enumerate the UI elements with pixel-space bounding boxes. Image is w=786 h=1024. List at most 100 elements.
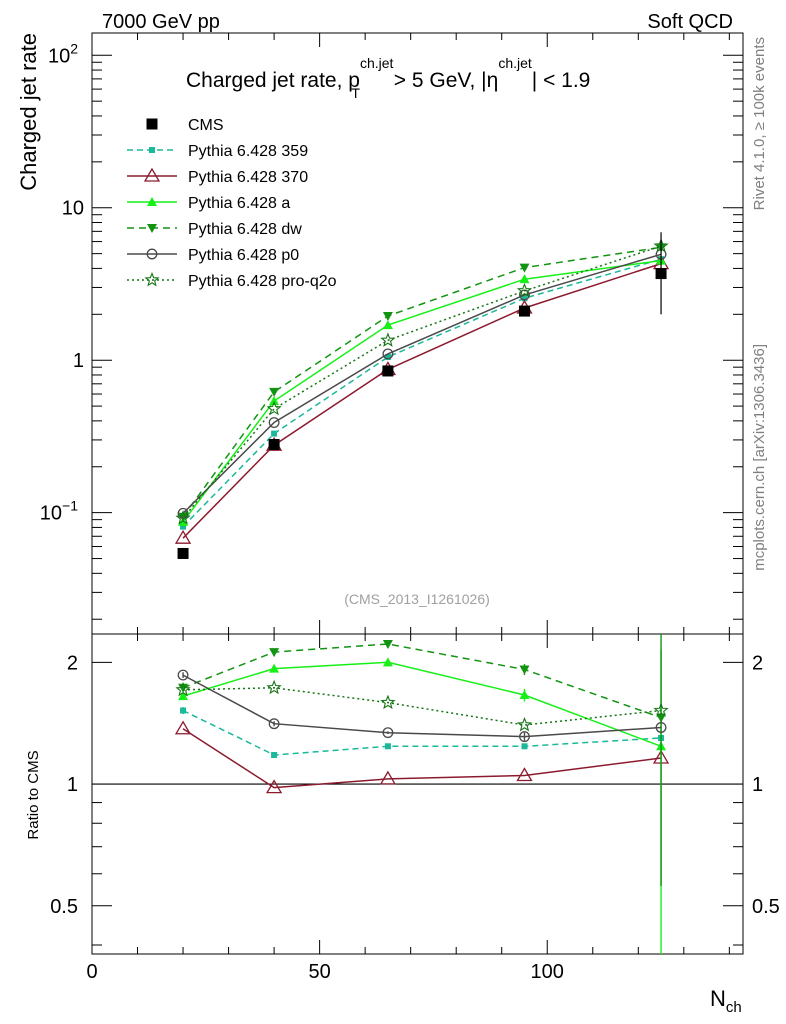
legend-label: Pythia 6.428 p0 [188, 247, 299, 264]
series-marker [178, 683, 189, 693]
ratio-series-group [174, 634, 670, 954]
rivet-version-label: Rivet 4.1.0, ≥ 100k events [751, 37, 768, 210]
y-tick-label: 1 [73, 350, 84, 372]
series-marker [519, 274, 530, 284]
ratio-series-line [182, 687, 662, 726]
series-marker [382, 657, 393, 667]
series-marker [271, 751, 278, 758]
series-marker [382, 311, 393, 321]
series-marker [655, 722, 667, 733]
x-axis-label: Nch [710, 986, 742, 1016]
series-marker [180, 707, 187, 714]
x-tick-label: 100 [531, 961, 564, 983]
series-marker [379, 770, 397, 785]
series-marker [516, 716, 533, 732]
legend-label: Pythia 6.428 359 [188, 143, 308, 160]
legend-label: Pythia 6.428 pro-q2o [188, 273, 337, 290]
series-marker [175, 510, 191, 525]
x-tick-label: 50 [308, 961, 330, 983]
data-marker [655, 268, 667, 280]
ratio-y-tick-label-right: 1 [752, 774, 763, 796]
series-marker [519, 690, 530, 700]
y-axis-label: Charged jet rate [16, 33, 41, 191]
ratio-y-tick-label: 1 [67, 774, 78, 796]
series-marker [382, 348, 394, 360]
series-marker [271, 430, 278, 437]
series-marker [178, 691, 189, 701]
data-marker [177, 547, 189, 559]
series-marker [516, 282, 533, 298]
axis-ticks: 0 50 100 10−1 1 10 102 0.5 0.5 1 1 2 2 [40, 33, 780, 983]
series-line [182, 253, 662, 514]
ratio-series-line [182, 728, 662, 789]
series-line [182, 259, 662, 523]
series-marker [521, 743, 528, 750]
ratio-y-tick-label-right: 0.5 [752, 896, 780, 918]
series-marker [146, 248, 158, 260]
series-marker [519, 665, 530, 675]
series-marker [268, 417, 280, 428]
series-marker [516, 767, 533, 782]
series-marker [521, 295, 528, 302]
ratio-series-line [182, 643, 662, 719]
ratio-panel-frame [91, 633, 744, 955]
series-marker [380, 332, 396, 347]
series-marker [519, 731, 530, 743]
series-marker [177, 669, 189, 681]
series-marker [384, 353, 391, 360]
series-marker [175, 681, 191, 697]
series-marker [382, 320, 393, 330]
header-process-label: Soft QCD [647, 11, 733, 33]
series-marker [269, 395, 280, 405]
series-marker [269, 663, 280, 673]
ratio-y-tick-label: 2 [67, 652, 78, 674]
ratio-y-axis-label: Ratio to CMS [25, 750, 42, 839]
data-marker [518, 305, 530, 317]
series-marker [149, 147, 155, 153]
x-tick-label: 0 [86, 961, 97, 983]
legend-label: Pythia 6.428 a [188, 195, 290, 212]
series-marker [380, 694, 396, 710]
plot-title: Charged jet rate, pch.jet T > 5 GeV, |ηch… [186, 55, 590, 101]
series-line [182, 245, 662, 519]
ratio-y-tick-label: 0.5 [50, 896, 78, 918]
series-marker [147, 224, 157, 233]
series-marker [147, 197, 157, 206]
series-marker [265, 779, 283, 794]
series-marker [382, 727, 394, 739]
legend: CMS Pythia 6.428 359 Pythia 6.428 370 Pythi… [127, 117, 337, 290]
series-marker [180, 523, 187, 530]
series-marker [144, 271, 160, 287]
series-marker [266, 679, 282, 695]
legend-label: Pythia 6.428 370 [188, 169, 308, 186]
legend-label: CMS [188, 117, 224, 134]
series-marker [384, 743, 391, 750]
ratio-series-line [182, 674, 662, 738]
series-marker [653, 702, 669, 718]
series-marker [269, 387, 280, 397]
header-energy-label: 7000 GeV pp [102, 11, 220, 33]
series-line [182, 258, 662, 528]
series-marker [143, 167, 161, 182]
source-citation-label: mcplots.cern.ch [arXiv:1306.3436] [751, 344, 768, 571]
data-marker [382, 365, 394, 377]
cms-data-group [177, 232, 667, 559]
series-marker [382, 639, 393, 649]
series-marker [269, 648, 280, 658]
y-tick-label: 10 [62, 198, 84, 220]
series-marker [266, 400, 282, 416]
series-marker [174, 529, 192, 544]
series-marker [174, 720, 192, 735]
data-marker [146, 118, 158, 130]
series-marker [268, 718, 280, 730]
ratio-y-tick-label-right: 2 [752, 652, 763, 674]
series-marker [519, 263, 530, 273]
analysis-watermark: (CMS_2013_I1261026) [344, 591, 490, 607]
series-marker [656, 713, 667, 723]
legend-label: Pythia 6.428 dw [188, 221, 302, 238]
y-tick-label: 10−1 [40, 498, 78, 525]
series-line [182, 262, 662, 539]
data-marker [268, 438, 280, 450]
y-tick-label: 102 [48, 40, 78, 67]
